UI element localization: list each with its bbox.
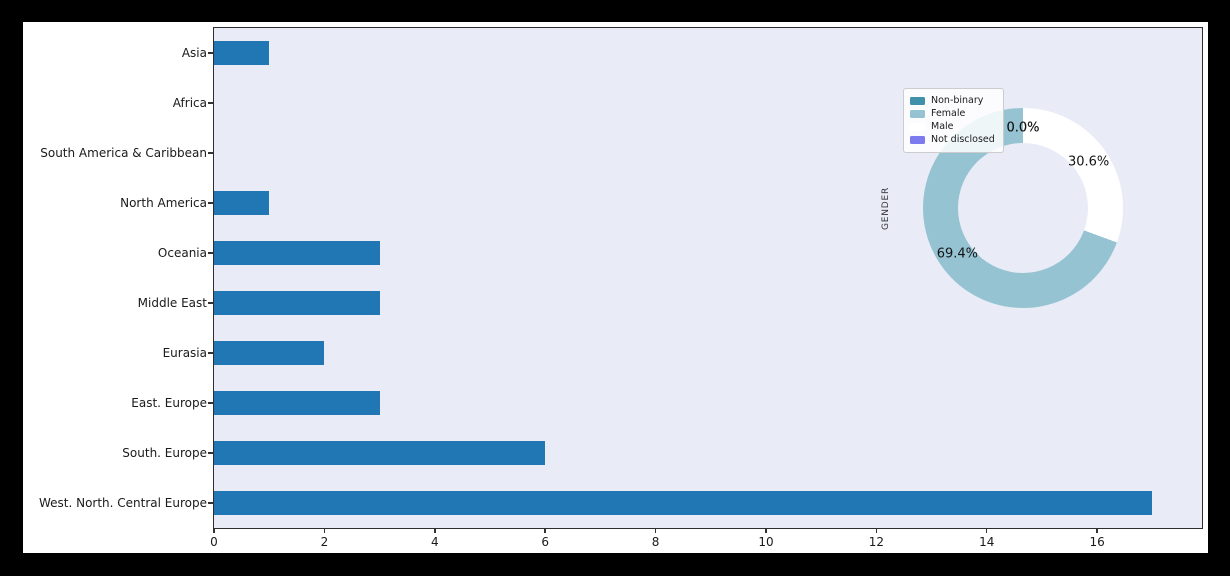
legend-swatch-icon	[910, 123, 925, 131]
x-tick-label: 14	[979, 535, 995, 549]
y-tick-label: Africa	[172, 96, 207, 110]
x-tick-mark	[654, 529, 657, 533]
y-tick-label: Middle East	[137, 296, 207, 310]
legend-label: Female	[931, 108, 966, 119]
pct-label: 30.6%	[1067, 154, 1110, 170]
legend-label: Non-binary	[931, 95, 984, 106]
x-tick-label: 0	[210, 535, 218, 549]
legend-item: Female	[910, 108, 995, 120]
bar	[214, 191, 270, 215]
y-tick-label: North America	[120, 196, 207, 210]
y-tick-mark	[208, 252, 213, 254]
x-tick-mark	[434, 529, 436, 533]
bar	[214, 441, 546, 465]
y-tick-mark	[208, 502, 213, 504]
x-tick-mark	[1096, 529, 1098, 533]
pct-label: 0.0%	[1006, 120, 1040, 136]
y-tick-mark	[208, 202, 213, 204]
x-tick-label: 8	[651, 535, 660, 549]
y-tick-label: East. Europe	[131, 396, 207, 410]
x-tick-mark	[323, 529, 326, 533]
legend-swatch-icon	[910, 136, 925, 144]
x-tick-label: 4	[430, 535, 439, 549]
pct-label: 0.0%	[1006, 120, 1040, 136]
bar	[214, 341, 325, 365]
donut-chart-hole	[958, 143, 1088, 273]
y-tick-mark	[208, 402, 213, 404]
legend-item: Non-binary	[910, 95, 995, 107]
y-tick-mark	[208, 52, 213, 54]
y-tick-label: South. Europe	[122, 446, 207, 460]
x-tick-label: 12	[868, 535, 884, 549]
y-tick-mark	[208, 452, 213, 454]
x-tick-mark	[985, 529, 988, 533]
y-tick-label: Eurasia	[162, 346, 207, 360]
x-tick-mark	[544, 529, 546, 533]
gender-legend: Non-binary Female Male Not disclosed	[903, 88, 1004, 153]
bar	[214, 491, 1153, 515]
legend-label: Not disclosed	[931, 134, 995, 145]
gender-axis-label: GENDER	[881, 186, 891, 230]
legend-swatch-icon	[910, 97, 925, 105]
x-tick-label: 2	[320, 535, 329, 549]
x-tick-label: 6	[541, 535, 549, 549]
legend-item: Male	[910, 121, 995, 133]
y-tick-label: Oceania	[157, 246, 207, 260]
y-tick-label: South America & Caribbean	[40, 146, 207, 160]
bar	[214, 391, 380, 415]
y-tick-mark	[208, 152, 213, 154]
pct-label: 69.4%	[936, 246, 979, 262]
bar	[214, 241, 380, 265]
legend-label: Male	[931, 121, 954, 132]
bar	[214, 41, 270, 65]
y-tick-mark	[208, 102, 213, 104]
y-tick-label: West. North. Central Europe	[38, 496, 207, 510]
legend-swatch-icon	[910, 110, 925, 118]
x-tick-label: 10	[758, 535, 774, 549]
y-tick-mark	[208, 302, 213, 304]
legend-item: Not disclosed	[910, 134, 995, 146]
bar	[214, 291, 380, 315]
x-tick-mark	[875, 529, 878, 533]
x-tick-label: 16	[1089, 535, 1105, 549]
y-tick-label: Asia	[181, 46, 207, 60]
x-tick-mark	[765, 529, 767, 533]
figure-background: Asia Africa South America & Caribbean North…	[23, 22, 1208, 553]
y-tick-mark	[208, 352, 213, 354]
x-tick-mark	[213, 529, 215, 533]
